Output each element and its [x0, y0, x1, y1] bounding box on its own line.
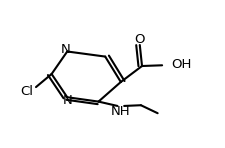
Text: OH: OH — [170, 58, 191, 71]
Text: N: N — [61, 43, 71, 56]
Text: NH: NH — [110, 105, 130, 118]
Text: N: N — [62, 94, 72, 107]
Text: O: O — [134, 33, 144, 46]
Text: Cl: Cl — [20, 85, 33, 98]
